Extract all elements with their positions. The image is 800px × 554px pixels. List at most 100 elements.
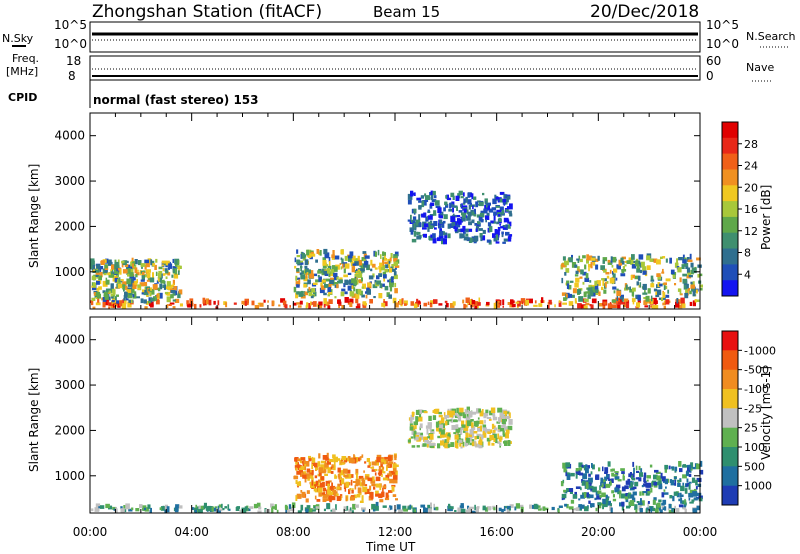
heatmap-cell [271,506,277,509]
heatmap-cell [356,303,361,308]
heatmap-cell [460,203,462,208]
heatmap-cell [641,485,644,488]
heatmap-cell [502,416,505,420]
heatmap-cell [470,211,475,216]
heatmap-cell [296,268,300,272]
heatmap-cell [360,268,365,272]
heatmap-cell [302,463,306,468]
heatmap-cell [425,216,428,222]
heatmap-cell [298,279,301,285]
heatmap-cell [91,297,96,301]
heatmap-cell [677,482,681,487]
heatmap-cell [303,276,308,282]
colorbar-segment [722,153,738,170]
heatmap-cell [154,264,157,270]
heatmap-cell [323,303,326,308]
heatmap-cell [634,481,639,487]
heatmap-cell [619,492,621,499]
heatmap-cell [368,275,374,280]
heatmap-cell [471,411,477,415]
heatmap-cell [295,467,298,471]
heatmap-cell [322,481,325,488]
heatmap-cell [478,222,481,227]
heatmap-cell [179,303,183,307]
heatmap-cell [110,283,114,289]
heatmap-cell [356,457,361,462]
heatmap-cell [326,264,329,267]
heatmap-cell [687,467,691,473]
heatmap-cell [306,468,311,473]
heatmap-cell [603,269,607,273]
heatmap-cell [333,266,338,272]
heatmap-cell [316,499,321,502]
heatmap-cell [487,205,490,210]
heatmap-cell [578,462,583,468]
heatmap-cell [321,279,326,283]
heatmap-cell [104,300,109,306]
heatmap-cell [203,303,205,306]
heatmap-cell [392,463,397,469]
heatmap-cell [603,301,607,305]
heatmap-cell [382,283,385,287]
heatmap-cell [660,472,663,479]
nsky-panel-frame [89,21,701,53]
heatmap-cell [340,249,344,255]
heatmap-cell [386,466,388,471]
heatmap-cell [211,506,214,512]
heatmap-cell [597,502,602,506]
heatmap-cell [164,268,168,272]
heatmap-cell [103,268,108,274]
heatmap-cell [599,485,601,491]
heatmap-cell [428,236,431,241]
heatmap-cell [122,269,128,274]
heatmap-cell [689,489,694,494]
heatmap-cell [578,504,582,510]
heatmap-cell [131,264,137,270]
heatmap-cell [430,502,432,508]
heatmap-cell [597,490,602,494]
colorbar-tick-label: 24 [744,160,758,173]
heatmap-cell [295,480,298,484]
heatmap-cell [682,303,686,308]
freq-panel-frame [89,55,701,81]
heatmap-cell [147,300,151,304]
heatmap-cell [409,417,413,424]
colorbar-tick-label: 500 [744,460,765,473]
heatmap-cell [607,262,612,265]
heatmap-cell [349,298,354,304]
heatmap-cell [350,260,354,265]
heatmap-cell [296,482,302,487]
heatmap-cell [452,195,455,200]
heatmap-cell [348,457,354,464]
heatmap-cell [557,509,560,513]
heatmap-cell [612,273,616,279]
heatmap-cell [565,470,568,477]
heatmap-cell [412,208,417,214]
heatmap-cell [146,273,151,279]
heatmap-cell [428,221,431,228]
heatmap-cell [100,505,105,509]
heatmap-cell [354,259,358,264]
heatmap-cell [314,475,318,479]
heatmap-cell [640,269,642,274]
colorbar-tick-label: -500 [744,364,769,377]
heatmap-cell [610,507,613,513]
heatmap-cell [699,460,703,467]
heatmap-cell [566,488,569,492]
heatmap-cell [492,433,497,439]
heatmap-cell [448,503,451,509]
heatmap-cell [465,196,468,203]
heatmap-cell [169,302,175,305]
heatmap-cell [611,490,614,494]
heatmap-cell [407,219,412,222]
heatmap-cell [509,221,512,227]
heatmap-cell [590,261,593,265]
heatmap-cell [594,497,597,501]
heatmap-cell [658,499,662,503]
heatmap-cell [410,190,414,197]
colorbar-segment [722,185,738,202]
heatmap-cell [145,263,150,268]
heatmap-cell [327,305,331,309]
